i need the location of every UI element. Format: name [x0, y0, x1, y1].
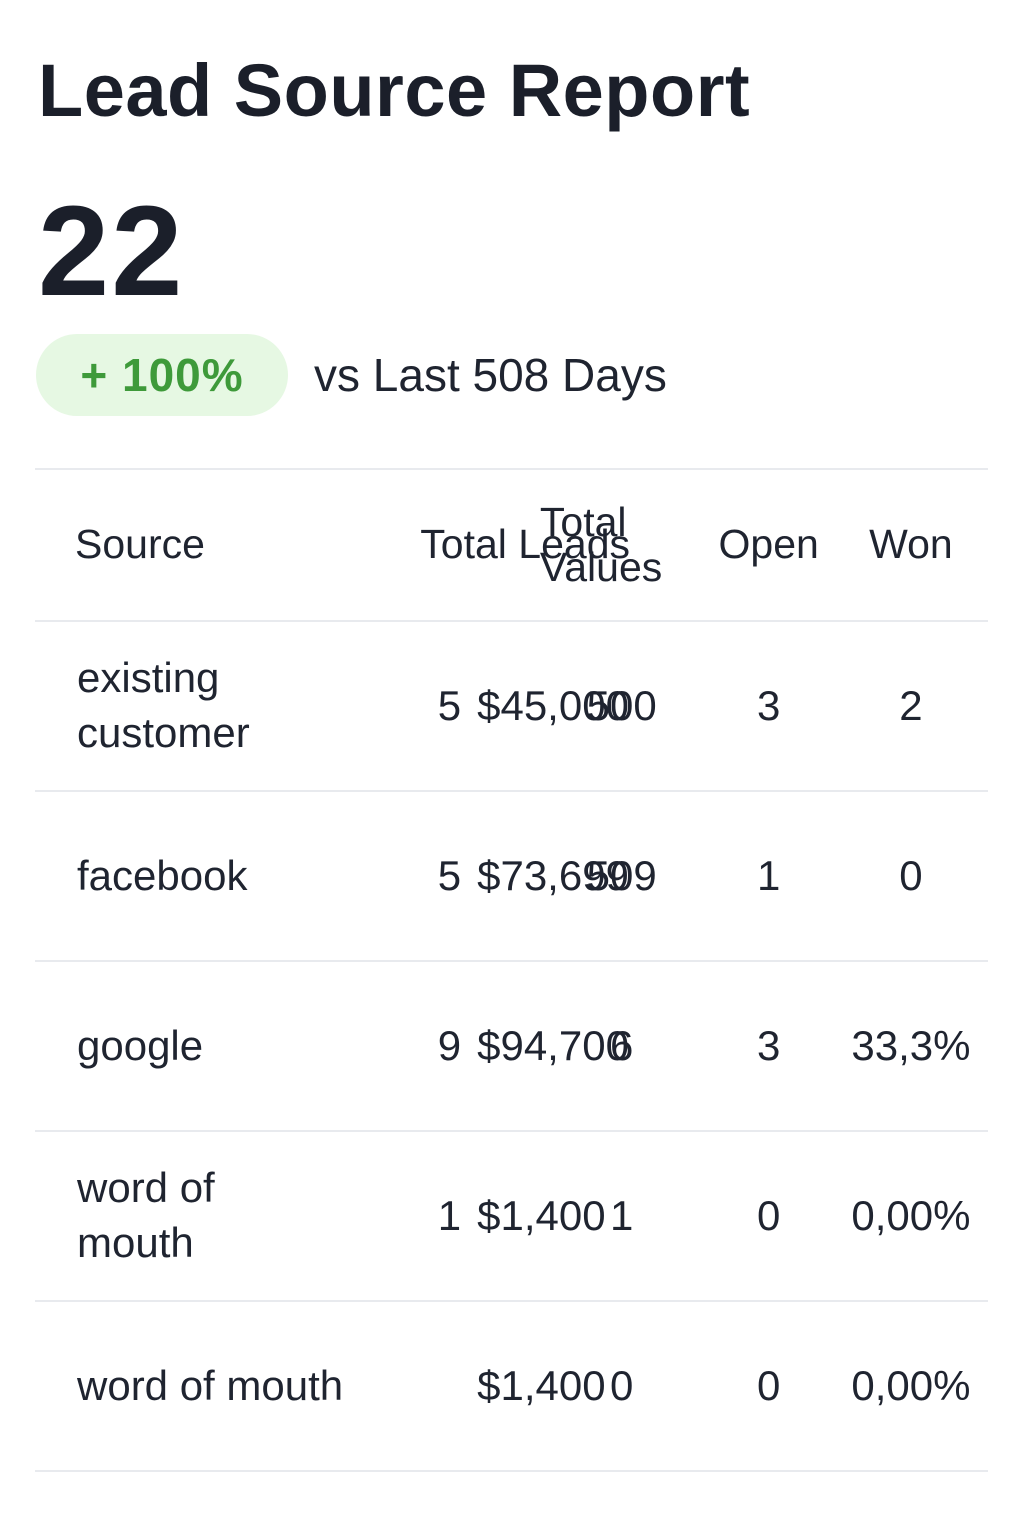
header-won[interactable]: Won: [869, 521, 953, 568]
row-source: word of mouth: [77, 1361, 344, 1409]
row-source: word of mouth: [77, 1164, 215, 1266]
row-value: $45,000: [477, 681, 629, 729]
row-open: 0: [756, 1361, 781, 1409]
header-source[interactable]: Source: [75, 521, 205, 568]
header-total-values-label: Total Values: [539, 498, 663, 590]
row-won: 0: [899, 851, 923, 899]
row-value: $1,400: [477, 1361, 606, 1409]
row-total: 1: [610, 1191, 634, 1239]
row-value: $94,700: [477, 1021, 629, 1069]
table-row[interactable]: word of mouth $1,400 0 0 0,00%: [35, 1301, 988, 1471]
row-source: facebook: [77, 851, 248, 899]
change-row: + 100% vs Last 508 Days: [36, 334, 667, 416]
row-open: 0: [756, 1191, 781, 1239]
table-row[interactable]: word of mouth 1 $1,400 1 0 0,00%: [35, 1131, 988, 1301]
row-won: 2: [899, 681, 923, 729]
table-row[interactable]: existing customer 5 $45,000 500 3 2: [35, 621, 988, 791]
change-badge: + 100%: [36, 334, 288, 416]
row-total: 500: [586, 681, 657, 729]
row-open: 3: [756, 681, 781, 729]
total-leads-metric: 22: [38, 180, 185, 323]
row-won: 0,00%: [851, 1361, 971, 1409]
table-header-row: Source Total Leads Total Values Open Won: [35, 469, 988, 621]
row-leads: 9: [437, 1021, 462, 1069]
table-row[interactable]: google 9 $94,700 6 3 33,3%: [35, 961, 988, 1131]
header-open[interactable]: Open: [718, 521, 819, 568]
row-leads: 5: [437, 851, 462, 899]
row-source: google: [77, 1021, 204, 1069]
page-title: Lead Source Report: [38, 49, 751, 132]
row-total: 0: [610, 1361, 634, 1409]
row-leads: 1: [437, 1191, 462, 1239]
table-row[interactable]: facebook 5 $73,699 509 1 0: [35, 791, 988, 961]
row-open: 3: [756, 1021, 781, 1069]
row-leads: 5: [437, 681, 462, 729]
row-total: 6: [610, 1021, 634, 1069]
row-value: $1,400: [477, 1191, 606, 1239]
row-total: 509: [586, 851, 657, 899]
header-total-leads[interactable]: Total Leads: [420, 521, 631, 568]
row-won: 33,3%: [851, 1021, 971, 1069]
lead-source-table: Source Total Leads Total Values Open Won…: [35, 468, 988, 1472]
change-period-label: vs Last 508 Days: [314, 349, 667, 401]
row-value: $73,699: [477, 851, 629, 899]
row-source: existing customer: [77, 654, 250, 756]
row-won: 0,00%: [851, 1191, 971, 1239]
header-total-values[interactable]: Total Values: [540, 469, 704, 621]
row-open: 1: [756, 851, 781, 899]
